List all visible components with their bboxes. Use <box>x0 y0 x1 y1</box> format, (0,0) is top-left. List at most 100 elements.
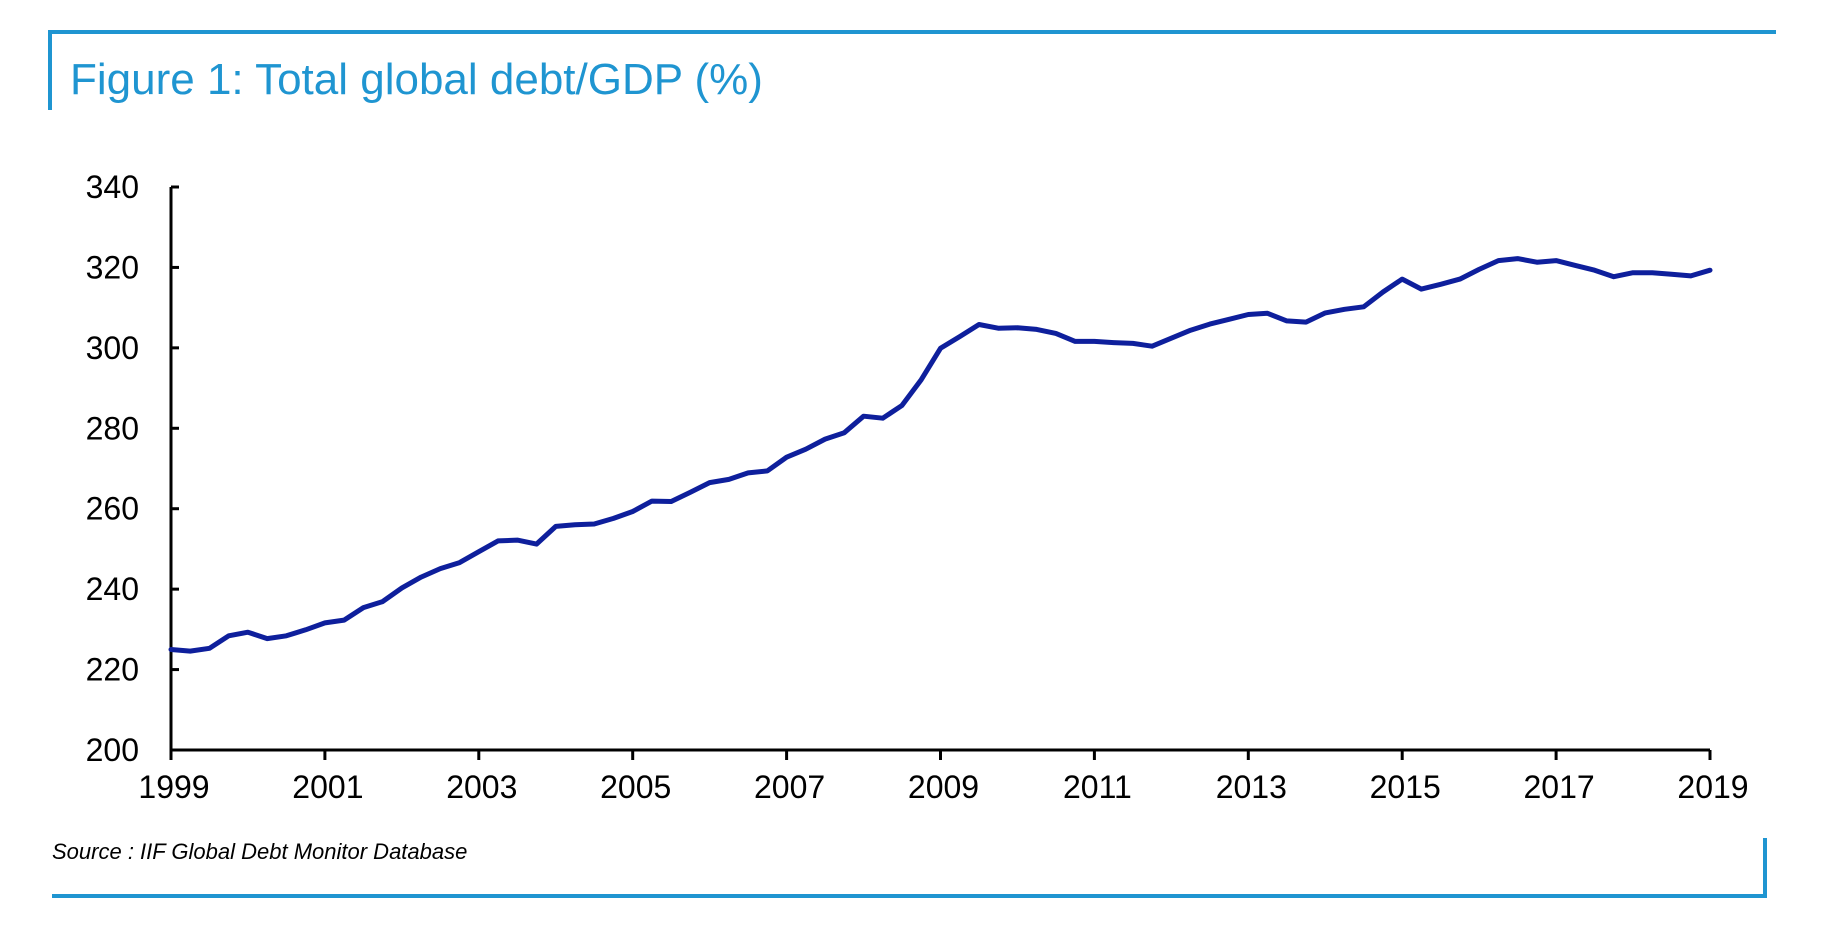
data-point <box>728 479 729 480</box>
data-point <box>594 523 595 524</box>
x-tick-label: 2019 <box>1677 769 1748 805</box>
data-point <box>825 439 826 440</box>
data-point <box>748 472 749 473</box>
y-tick-label: 240 <box>86 571 139 607</box>
data-point <box>709 482 710 483</box>
data-point <box>1690 275 1691 276</box>
data-point <box>440 568 441 569</box>
source-note: Source : IIF Global Debt Monitor Databas… <box>52 839 468 864</box>
x-tick-label: 2011 <box>1063 769 1132 805</box>
data-point <box>613 518 614 519</box>
data-point <box>267 638 268 639</box>
data-point <box>1248 314 1249 315</box>
data-point <box>940 348 941 349</box>
data-point <box>421 577 422 578</box>
data-point <box>1633 272 1634 273</box>
data-point <box>1440 284 1441 285</box>
y-tick-label: 340 <box>86 169 139 205</box>
data-point <box>517 540 518 541</box>
data-point <box>786 457 787 458</box>
data-point <box>1132 343 1133 344</box>
x-tick-label: 2017 <box>1524 769 1595 805</box>
data-point <box>459 562 460 563</box>
data-point <box>844 432 845 433</box>
data-point <box>767 470 768 471</box>
data-point <box>863 416 864 417</box>
footer-rule <box>52 894 1767 898</box>
y-tick-label: 320 <box>86 249 139 285</box>
x-tick-label: 2001 <box>292 769 363 805</box>
data-point <box>478 551 479 552</box>
data-point <box>574 524 575 525</box>
y-axis: 200 220 240 260 280 300 320 340 <box>86 169 179 768</box>
x-tick-label: 2015 <box>1370 769 1441 805</box>
series-line-debt-gdp <box>168 256 1713 654</box>
data-point <box>1556 260 1557 261</box>
data-point <box>651 501 652 502</box>
x-tick-label: 2003 <box>446 769 517 805</box>
data-point <box>1594 270 1595 271</box>
data-point <box>190 651 191 652</box>
data-point <box>1344 309 1345 310</box>
data-point <box>921 379 922 380</box>
data-point <box>209 648 210 649</box>
x-tick-label: 1999 <box>138 769 209 805</box>
data-point <box>1459 279 1460 280</box>
data-point <box>1710 270 1711 271</box>
data-point <box>805 449 806 450</box>
data-point <box>555 526 556 527</box>
data-point <box>632 511 633 512</box>
data-point <box>1267 313 1268 314</box>
data-point <box>998 328 999 329</box>
data-point <box>1479 269 1480 270</box>
data-point <box>498 540 499 541</box>
x-tick-label: 2013 <box>1216 769 1287 805</box>
plot-area <box>168 256 1713 654</box>
data-point <box>1036 329 1037 330</box>
x-axis: 1999 2001 2003 2005 2007 2009 2011 2013 2015 2017… <box>138 748 1749 805</box>
header-side-rule <box>48 30 52 110</box>
header-rule <box>48 30 1776 34</box>
y-tick-label: 300 <box>86 330 139 366</box>
data-point <box>382 601 383 602</box>
data-point <box>1402 279 1403 280</box>
data-point <box>1363 306 1364 307</box>
data-point <box>1017 327 1018 328</box>
data-point <box>1613 276 1614 277</box>
data-point <box>1325 312 1326 313</box>
data-point <box>1671 274 1672 275</box>
data-point <box>1652 272 1653 273</box>
data-point <box>1517 258 1518 259</box>
data-point <box>1152 346 1153 347</box>
data-point <box>344 620 345 621</box>
data-point <box>401 587 402 588</box>
data-point <box>1575 265 1576 266</box>
data-point <box>1190 330 1191 331</box>
data-point <box>363 607 364 608</box>
y-tick-label: 260 <box>86 491 139 527</box>
data-point <box>690 492 691 493</box>
line-chart: 200 220 240 260 280 300 320 340 1999 2001 2003 200… <box>86 169 1749 805</box>
y-tick-label: 200 <box>86 732 139 768</box>
data-point <box>1094 341 1095 342</box>
data-point <box>171 649 172 650</box>
data-point <box>1498 260 1499 261</box>
data-point <box>1421 289 1422 290</box>
data-point <box>247 632 248 633</box>
data-point <box>959 336 960 337</box>
data-point <box>1075 341 1076 342</box>
data-point <box>1229 319 1230 320</box>
data-point <box>902 405 903 406</box>
chart-title: Figure 1: Total global debt/GDP (%) <box>70 55 763 104</box>
x-tick-label: 2007 <box>754 769 825 805</box>
y-tick-label: 280 <box>86 410 139 446</box>
data-point <box>1113 342 1114 343</box>
footer-side-rule <box>1763 838 1767 898</box>
x-tick-label: 2005 <box>600 769 671 805</box>
data-point <box>1306 322 1307 323</box>
data-point <box>536 544 537 545</box>
data-point <box>286 635 287 636</box>
x-tick-label: 2009 <box>908 769 979 805</box>
data-point <box>1055 333 1056 334</box>
data-point <box>882 418 883 419</box>
